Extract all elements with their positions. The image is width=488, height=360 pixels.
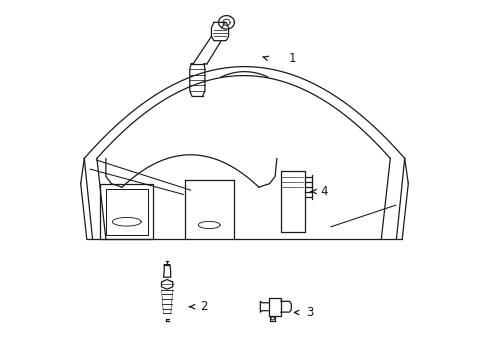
Text: 1: 1 (288, 52, 295, 65)
Text: 3: 3 (306, 306, 313, 319)
Text: 4: 4 (320, 185, 327, 198)
Text: 2: 2 (200, 300, 208, 313)
